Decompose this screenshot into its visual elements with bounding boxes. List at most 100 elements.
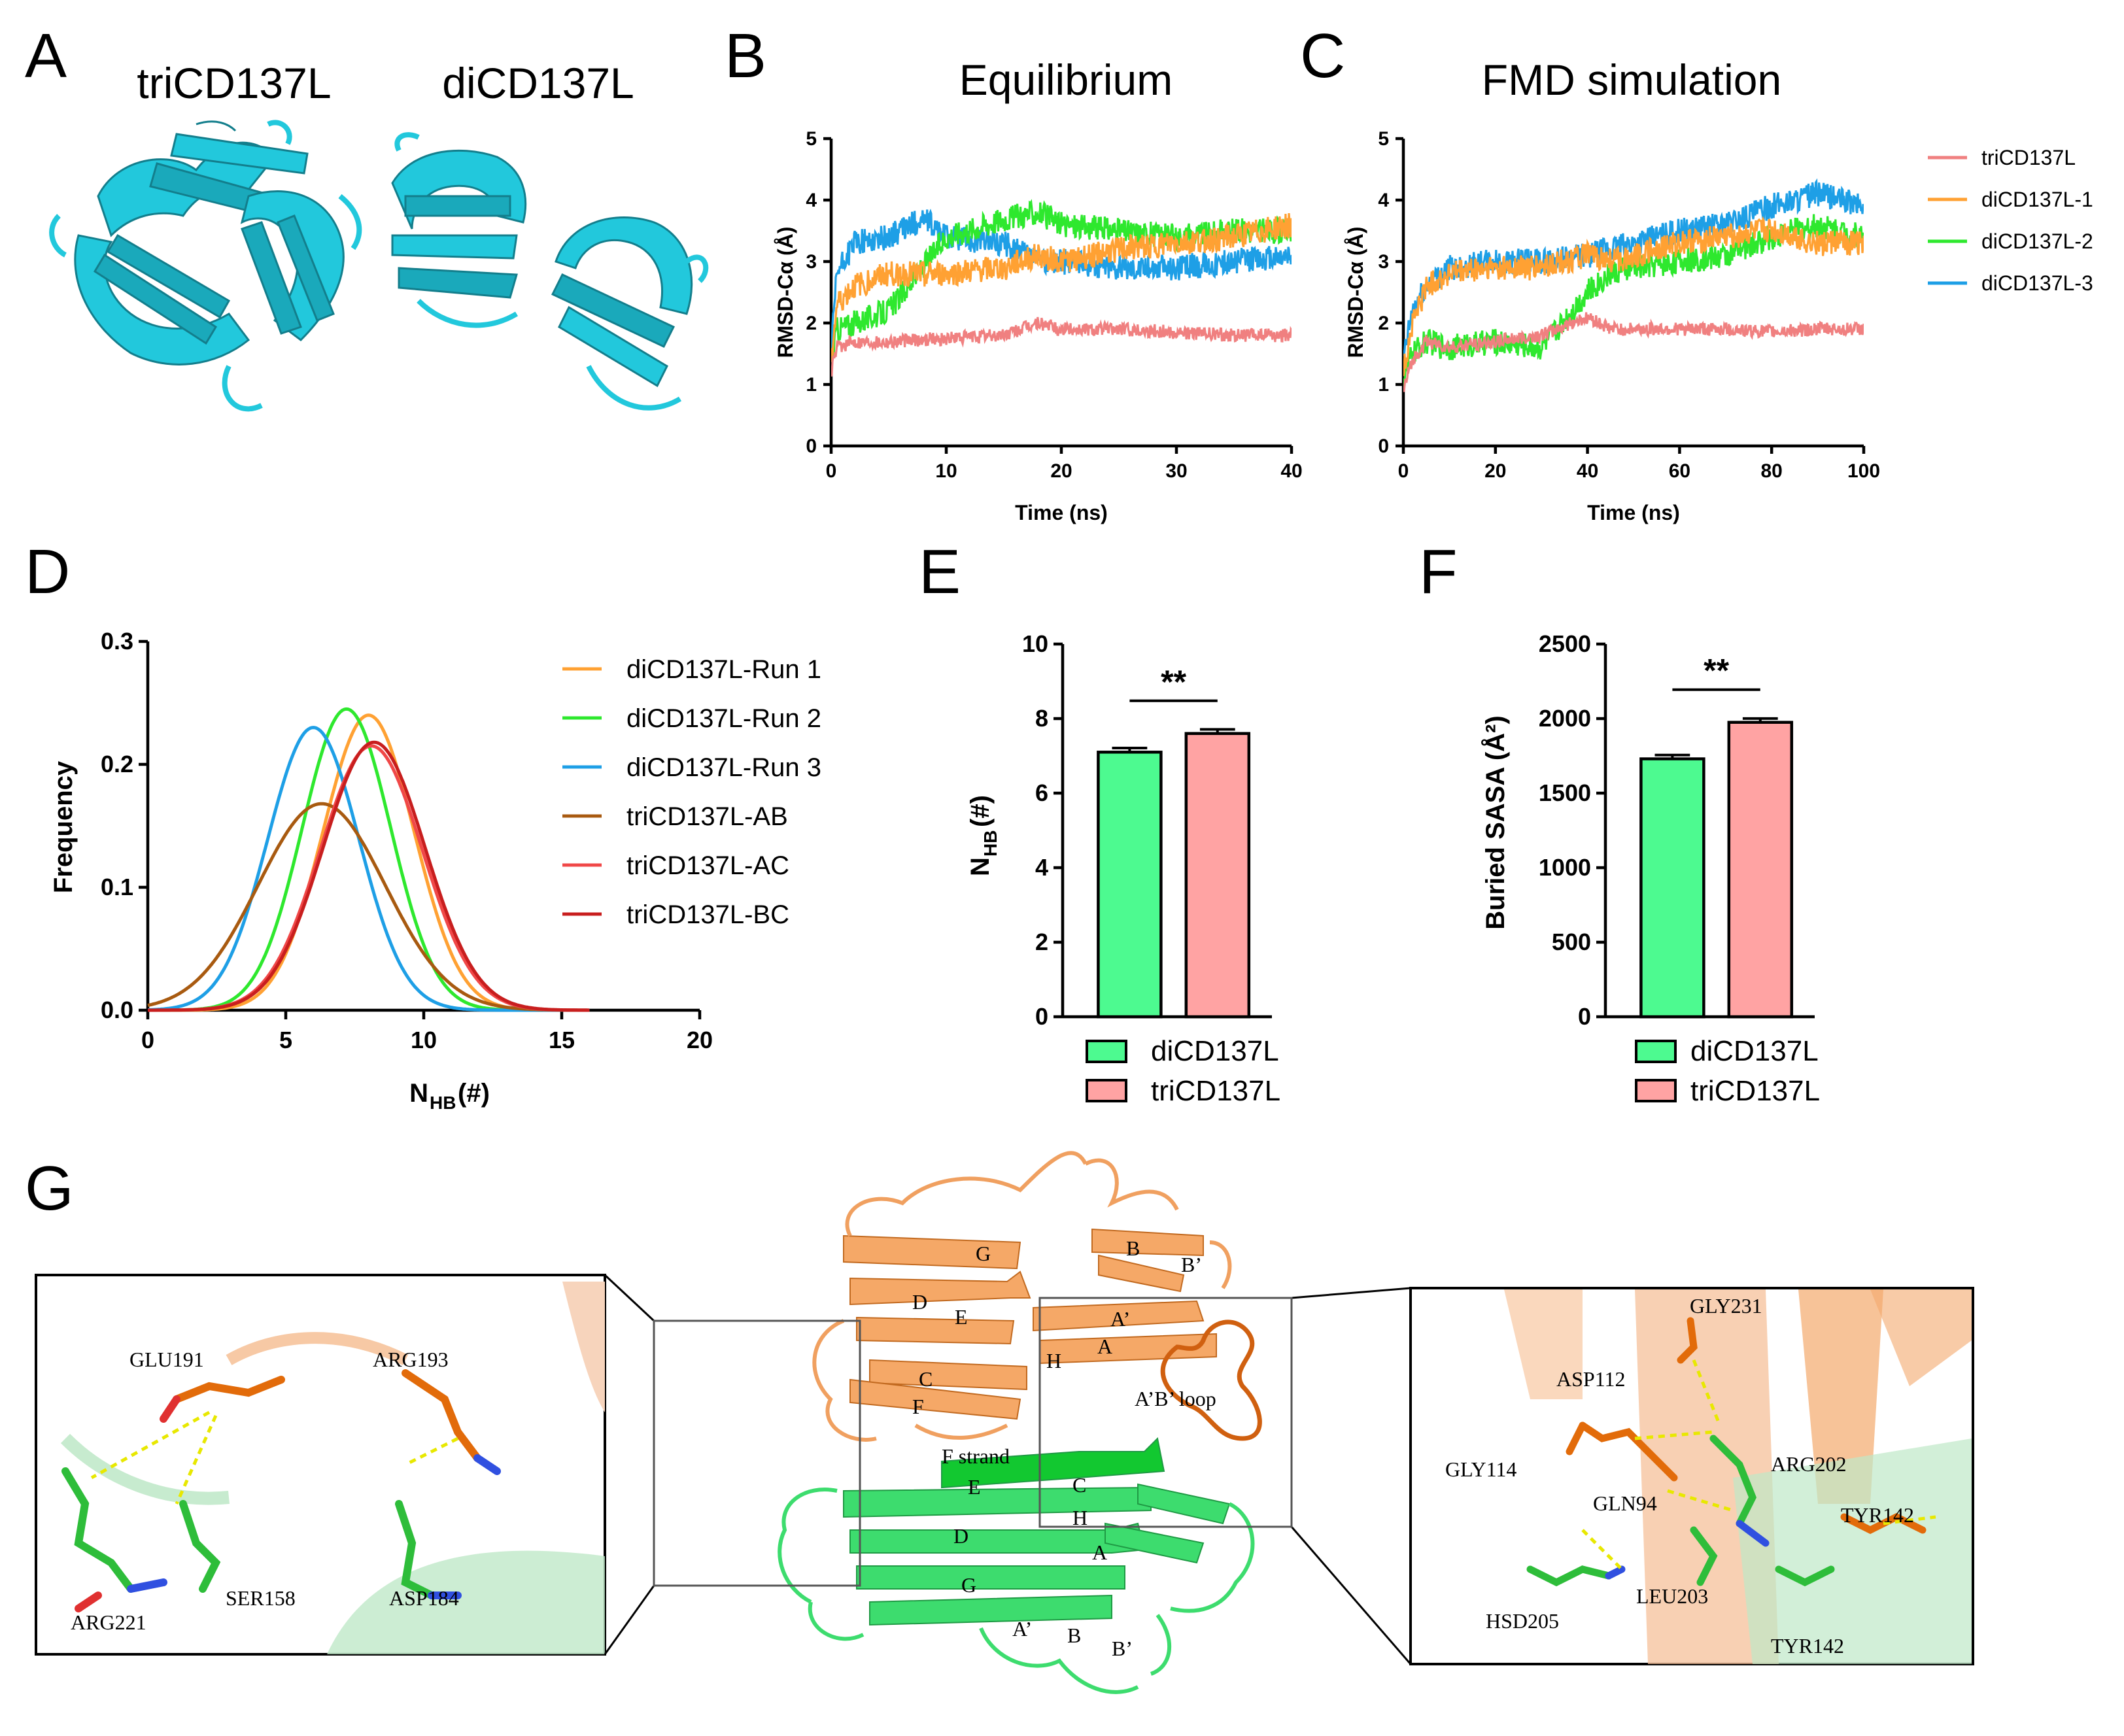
strand-ap-top: A’ [1110,1307,1130,1331]
strand-g-bottom: G [961,1573,976,1597]
panel-d-xlabel-unit: (#) [458,1079,490,1108]
panel-e-bar-tricd137l [1184,732,1251,1019]
panel-c-xtick-label: 0 [1398,460,1409,482]
strand-bp-top: B’ [1181,1253,1202,1276]
strand-f-strand: F strand [942,1444,1010,1468]
legend-d-label-6: triCD137L-BC [626,900,789,929]
panel-d-xtick-label: 20 [687,1027,713,1053]
panel-e-sig-stars: ** [1161,664,1186,700]
legend-f-label-2: triCD137L [1690,1075,1820,1107]
panel-d-curve-6 [148,740,590,1012]
panel-c-ytick-label: 1 [1378,374,1389,396]
panel-b-line-tricd137l [831,316,1292,377]
legend-f-swatch-1 [1635,1040,1677,1063]
panel-f-ytick-label: 500 [1552,928,1591,955]
panel-c-title: FMD simulation [1482,56,1781,104]
panel-d-xtick-label: 10 [411,1027,437,1053]
legend-bc-label-2: diCD137L-1 [1981,188,2093,211]
panel-label-e: E [919,537,961,607]
strand-d-bottom: D [953,1524,968,1548]
panel-b-xlabel: Time (ns) [1015,501,1108,524]
panel-b-ytick-label: 5 [806,128,817,150]
panel-b-ylabel: RMSD-Cα (Å) [774,227,797,358]
panel-label-b: B [725,21,766,91]
residue-tyr142-top: TYR142 [1841,1503,1914,1527]
strand-b-bottom: B [1067,1624,1081,1647]
legend-f: diCD137L triCD137L [1635,1035,1820,1107]
panel-d-axes: 0 5 10 15 20 0.0 0.1 0.2 0.3 [101,628,713,1053]
residue-arg202: ARG202 [1771,1452,1847,1476]
panel-label-d: D [25,537,70,607]
panel-f-ytick-label: 0 [1578,1003,1591,1030]
strand-bp-bottom: B’ [1112,1637,1133,1660]
strand-h-bottom: H [1072,1506,1088,1529]
residue-leu203: LEU203 [1636,1584,1708,1608]
left-inset: GLU191 ARG193 ARG221 SER158 ASP184 [35,1274,606,1656]
legend-bc: triCD137L diCD137L-1 diCD137L-2 diCD137L… [1928,146,2093,295]
panel-f-ytick-label: 1000 [1539,854,1591,881]
legend-e-swatch-2 [1086,1079,1127,1102]
strand-a-top: A [1097,1335,1112,1358]
panel-d-curve-2 [148,707,590,1012]
strand-h-top: H [1046,1349,1061,1372]
panel-b-xtick-label: 40 [1280,460,1302,482]
panel-d-xtick-label: 0 [141,1027,154,1053]
panel-c-series [1403,178,1864,392]
panel-e-ytick-label: 2 [1035,928,1048,955]
panel-e-ytick-label: 6 [1035,779,1048,806]
panel-b-xtick-label: 30 [1165,460,1187,482]
panel-d-xlabel-main: N [409,1079,428,1108]
panel-b-ytick-label: 2 [806,313,817,334]
panel-d-xtick-label: 15 [549,1027,575,1053]
strand-b-top: B [1126,1236,1140,1260]
center-box-right [1038,1297,1293,1528]
panel-e-ytick-label: 0 [1035,1003,1048,1030]
legend-d-label-3: diCD137L-Run 3 [626,753,821,782]
panel-d-ytick-label: 0.1 [101,874,133,900]
panel-c-ytick-label: 0 [1378,435,1389,457]
legend-bc-label-4: diCD137L-3 [1981,271,2093,295]
panel-d-ytick-label: 0.2 [101,751,133,777]
panel-f-sig-stars: ** [1704,653,1729,689]
panel-b-ytick-label: 3 [806,251,817,273]
panel-b-xtick-label: 20 [1050,460,1072,482]
panel-f-ytick-label: 2000 [1539,705,1591,732]
strand-a-bottom: A [1092,1540,1107,1564]
tricd137l-title: triCD137L [137,59,331,107]
panel-d-ytick-label: 0.3 [101,628,133,655]
residue-arg221: ARG221 [71,1610,146,1634]
panel-f-axes: 0 500 1000 1500 2000 2500 ** [1539,630,1815,1030]
residue-asp184: ASP184 [389,1586,459,1610]
panel-e-ytick-label: 10 [1022,630,1048,657]
residue-asp112: ASP112 [1556,1367,1626,1391]
residue-gln94: GLN94 [1593,1491,1657,1515]
panel-e-ylabel-main: N [966,857,995,876]
panel-c-xtick-label: 60 [1669,460,1690,482]
panel-b-ytick-label: 4 [806,190,817,211]
panel-f-bar-tricd137l [1727,721,1794,1019]
panel-d-xtick-label: 5 [279,1027,292,1053]
panel-d-ytick-label: 0.0 [101,996,133,1023]
residue-glu191: GLU191 [129,1348,204,1371]
panel-label-g: G [25,1153,74,1223]
panel-e-ylabel-unit: (#) [966,795,995,827]
legend-d-label-2: diCD137L-Run 2 [626,704,821,733]
legend-d-label-4: triCD137L-AB [626,802,788,831]
legend-e-label-2: triCD137L [1151,1075,1280,1107]
residue-gly114: GLY114 [1445,1457,1516,1481]
legend-d: diCD137L-Run 1 diCD137L-Run 2 diCD137L-Run… [562,655,821,929]
central-structure: G B B’ D E A’ A H C F A’B’ loop F strand… [653,1151,1293,1694]
panel-f-ytick-label: 2500 [1539,630,1591,657]
panel-e-bar-dicd137l [1097,751,1163,1019]
panel-f-bar-dicd137l [1639,757,1705,1019]
panel-b-line-dicd137l-3 [831,209,1292,354]
panel-e-ytick-label: 4 [1035,854,1048,881]
panel-b-xtick-label: 10 [935,460,957,482]
panel-c-line-tricd137l [1403,312,1864,392]
panel-d-ylabel: Frequency [49,760,78,893]
strand-c-top: C [919,1367,933,1391]
panel-f-ytick-label: 1500 [1539,779,1591,806]
strand-g-top: G [976,1242,991,1265]
panel-d-xlabel-sub: HB [430,1093,456,1113]
residue-gly231: GLY231 [1690,1294,1762,1318]
